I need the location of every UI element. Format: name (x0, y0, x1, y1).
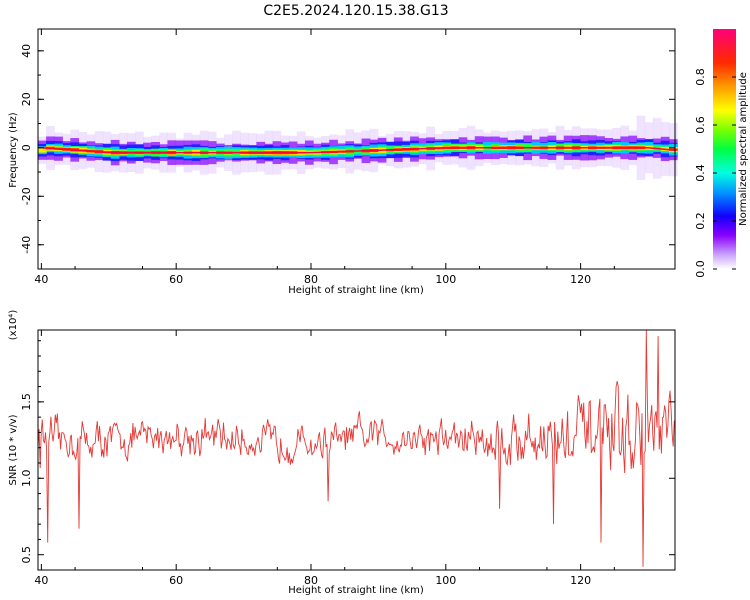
snr-panel: 40 60 80 100 120 0.5 1.0 1.5 Height of straigh… (8, 310, 676, 596)
spectrogram-panel: 40 60 80 100 120 -40 -20 0 20 40 Height of strai… (8, 28, 678, 296)
y-tick-label: 1.5 (20, 393, 33, 411)
snr-line (37, 329, 675, 567)
colorbar-tick-label: 0.4 (694, 164, 707, 182)
spectrogram-band (38, 115, 678, 180)
y-tick-label: -40 (20, 236, 33, 254)
x-tick-label: 40 (34, 574, 48, 587)
spectrogram-y-axis: -40 -20 0 20 40 (20, 44, 675, 270)
spectrogram-x-axis: 40 60 80 100 120 (34, 29, 615, 286)
band-cell (38, 147, 47, 153)
x-tick-label: 80 (304, 273, 318, 286)
snr-y-axis: 0.5 1.0 1.5 (20, 340, 675, 564)
spectrogram-y-label: Frequency (Hz) (8, 112, 19, 188)
snr-x-label: Height of straight line (km) (288, 585, 424, 596)
colorbar-tick-label: 0.2 (694, 212, 707, 230)
colorbar-label: Normalized spectral amplitude (738, 72, 749, 226)
x-tick-label: 120 (570, 574, 591, 587)
x-tick-label: 100 (435, 574, 456, 587)
y-tick-label: 1.0 (20, 470, 33, 488)
colorbar-gradient (713, 29, 736, 269)
band-center-line (41, 147, 676, 154)
x-tick-label: 40 (34, 273, 48, 286)
colorbar: 0.0 0.2 0.4 0.6 0.8 Normalized spectral ampl… (694, 29, 749, 278)
figure-title: C2E5.2024.120.15.38.G13 (263, 3, 448, 19)
spectrogram-frame (37, 28, 676, 270)
y-tick-label: -20 (20, 187, 33, 205)
colorbar-ticks: 0.0 0.2 0.4 0.6 0.8 (694, 68, 736, 278)
spectrogram-x-label: Height of straight line (km) (288, 285, 424, 296)
x-tick-label: 80 (304, 574, 318, 587)
y-tick-label: 0.5 (20, 546, 33, 564)
y-tick-label: 0 (20, 144, 33, 151)
snr-multiplier: (x10⁴) (8, 310, 19, 341)
snr-frame (37, 329, 676, 571)
y-tick-label: 20 (20, 92, 33, 106)
colorbar-tick-label: 0.0 (694, 260, 707, 278)
snr-x-axis: 40 60 80 100 120 (34, 330, 615, 587)
x-tick-label: 120 (570, 273, 591, 286)
snr-y-label: SNR (10 * v/v) (8, 414, 19, 485)
x-tick-label: 100 (435, 273, 456, 286)
colorbar-tick-label: 0.8 (694, 68, 707, 86)
x-tick-label: 60 (169, 273, 183, 286)
y-tick-label: 40 (20, 44, 33, 58)
snr-series (37, 329, 675, 567)
colorbar-tick-label: 0.6 (694, 116, 707, 134)
x-tick-label: 60 (169, 574, 183, 587)
